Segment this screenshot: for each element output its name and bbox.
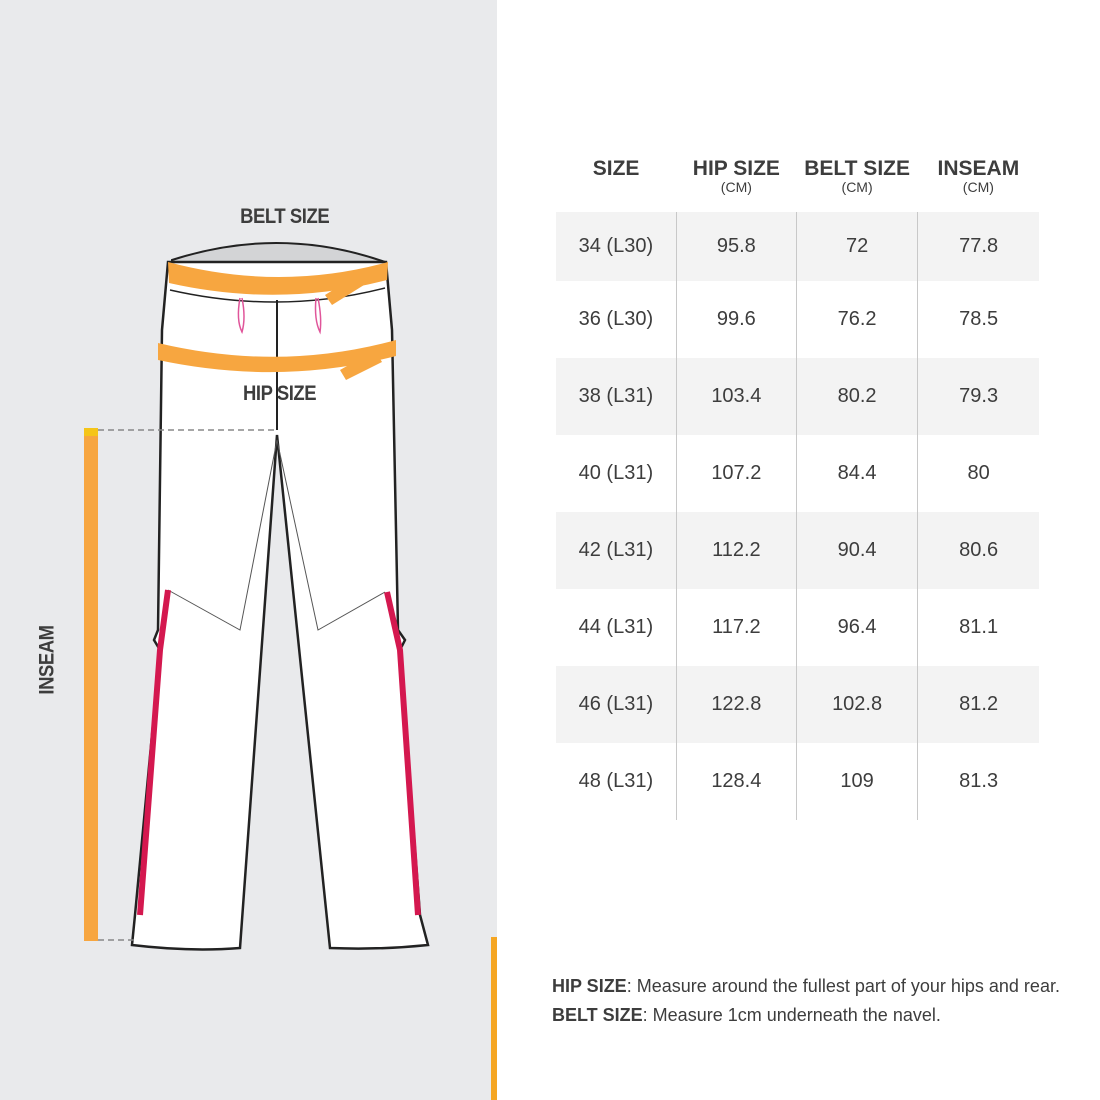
cell-inseam: 81.1 — [917, 589, 1039, 666]
cell-size: 48 (L31) — [578, 770, 654, 792]
table-row: 46 (L31) 122.8 102.8 81.2 — [556, 666, 1039, 743]
cell-belt-size: 72 — [795, 204, 918, 281]
cell-inseam: 81.3 — [917, 743, 1039, 820]
note-hip: HIP SIZE: Measure around the fullest par… — [552, 976, 1060, 996]
cell-size: 40 (L31) — [578, 462, 654, 484]
header-belt-size: BELT SIZE (CM) — [796, 152, 918, 210]
table-row: 42 (L31) 112.2 90.4 80.6 — [556, 512, 1039, 589]
cell-hip-size: 117.2 — [675, 589, 797, 666]
cell-inseam: 80.6 — [917, 512, 1039, 589]
cell-hip-size: 107.2 — [675, 435, 797, 512]
inseam-label: INSEAM — [35, 625, 59, 695]
cell-size: 44 (L31) — [578, 616, 654, 638]
size-chart-table: SIZE HIP SIZE (CM) BELT SIZE (CM) INSEAM (C… — [556, 152, 1039, 820]
cell-hip-size: 99.6 — [675, 281, 797, 358]
note-belt: BELT SIZE: Measure 1cm underneath the na… — [552, 1005, 941, 1025]
belt-tape-icon — [168, 262, 388, 305]
hip-tape-icon — [158, 340, 396, 380]
cell-belt-size: 80.2 — [795, 358, 918, 435]
cell-inseam: 80 — [917, 435, 1039, 512]
cell-inseam: 77.8 — [917, 204, 1039, 281]
belt-size-label: BELT SIZE — [240, 205, 330, 228]
cell-inseam: 81.2 — [917, 666, 1039, 743]
cell-inseam: 78.5 — [917, 281, 1039, 358]
cell-belt-size: 76.2 — [795, 281, 918, 358]
table-row: 44 (L31) 117.2 96.4 81.1 — [556, 589, 1039, 666]
cell-hip-size: 112.2 — [675, 512, 797, 589]
hip-size-label: HIP SIZE — [242, 382, 317, 405]
table-row: 38 (L31) 103.4 80.2 79.3 — [556, 358, 1039, 435]
cell-belt-size: 109 — [795, 743, 918, 820]
cell-belt-size: 90.4 — [795, 512, 918, 589]
table-row: 34 (L30) 95.8 72 77.8 — [556, 204, 1039, 281]
header-size: SIZE — [556, 152, 677, 210]
table-row: 40 (L31) 107.2 84.4 80 — [556, 435, 1039, 512]
table-row: 36 (L30) 99.6 76.2 78.5 — [556, 281, 1039, 358]
cell-inseam: 79.3 — [917, 358, 1039, 435]
cell-hip-size: 103.4 — [675, 358, 797, 435]
cell-belt-size: 84.4 — [795, 435, 918, 512]
cell-belt-size: 96.4 — [795, 589, 918, 666]
accent-bar — [491, 937, 497, 1100]
cell-hip-size: 122.8 — [675, 666, 797, 743]
header-inseam: INSEAM (CM) — [917, 152, 1039, 210]
inseam-ruler-icon — [84, 428, 275, 941]
measurement-notes: HIP SIZE: Measure around the fullest par… — [552, 972, 1060, 1030]
cell-size: 42 (L31) — [556, 512, 677, 589]
cell-belt-size: 102.8 — [795, 666, 918, 743]
cell-size: 34 (L30) — [556, 204, 677, 281]
cell-size: 46 (L31) — [556, 666, 677, 743]
cell-hip-size: 95.8 — [675, 204, 797, 281]
cell-hip-size: 128.4 — [675, 743, 797, 820]
cell-size: 38 (L31) — [556, 358, 677, 435]
header-hip-size: HIP SIZE (CM) — [676, 152, 797, 210]
pants-illustration — [84, 242, 430, 951]
cell-size: 36 (L30) — [578, 308, 654, 330]
table-row: 48 (L31) 128.4 109 81.3 — [556, 743, 1039, 820]
